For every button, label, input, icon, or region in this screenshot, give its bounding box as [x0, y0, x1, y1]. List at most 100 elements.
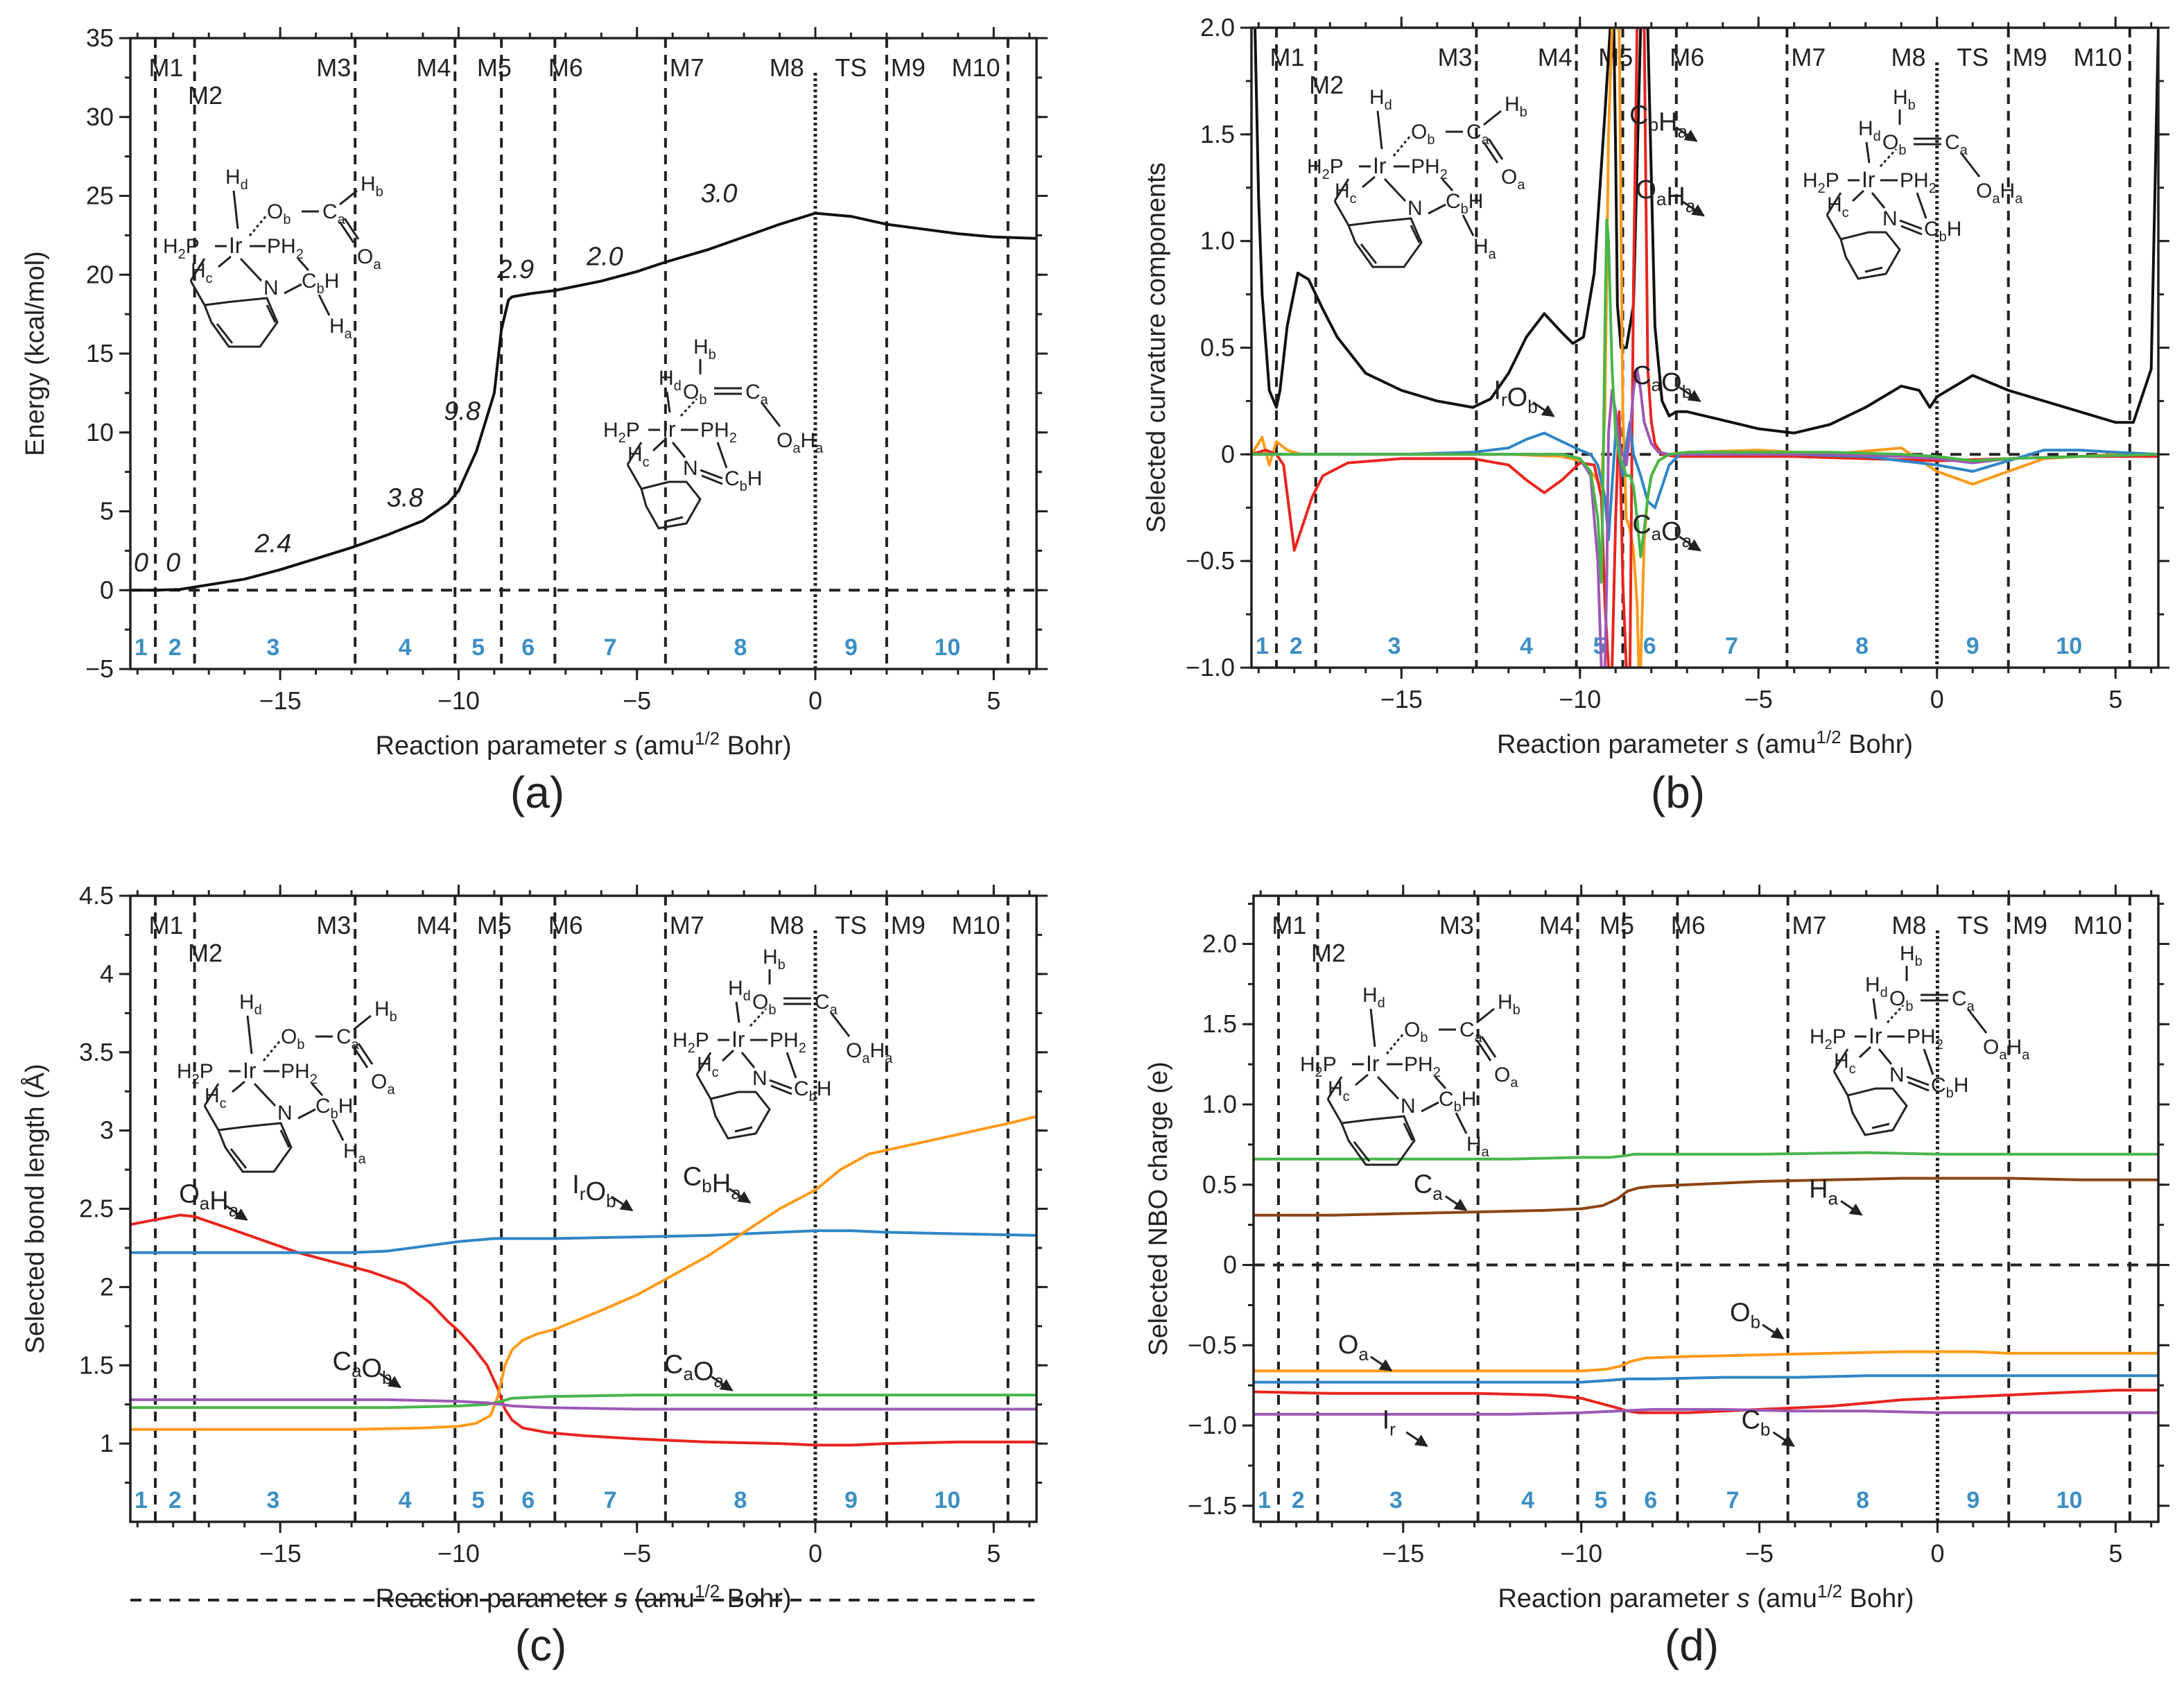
region-number: 1 [135, 1487, 148, 1513]
region-number: 9 [844, 1487, 858, 1513]
stationary-point-label: M8 [1891, 911, 1926, 939]
y-tick-label: 3.5 [79, 1038, 114, 1066]
x-axis-label: Reaction parameter s (amu1/2 Bohr) [375, 728, 791, 761]
y-tick-label: 0 [1221, 440, 1235, 468]
annotation-arrow [1840, 1200, 1863, 1216]
y-tick-label: 0 [100, 575, 114, 604]
annotation-label: OaHa [179, 1179, 239, 1220]
annotation-arrow [1532, 401, 1555, 417]
region-number: 1 [1256, 633, 1269, 659]
region-number: 8 [1856, 1487, 1869, 1513]
y-tick-label: 5 [100, 497, 114, 526]
annotation-label: 9.8 [444, 397, 480, 426]
stationary-point-label: M1 [1272, 911, 1306, 939]
stationary-point-label: M9 [891, 911, 926, 939]
stationary-point-label: M6 [548, 53, 583, 82]
y-axis-label: Selected bond length (Å) [19, 1064, 50, 1353]
region-number: 2 [1290, 633, 1303, 659]
region-number: 3 [266, 1487, 279, 1513]
stationary-point-label: M8 [770, 53, 804, 82]
annotation-arrow [1679, 535, 1701, 552]
region-number: 7 [1726, 1487, 1740, 1513]
annotation-arrow [379, 1372, 401, 1389]
stationary-point-label: M10 [2074, 911, 2122, 939]
x-tick-label: −10 [1560, 1539, 1602, 1568]
y-tick-label: 1.5 [1202, 1009, 1237, 1038]
y-tick-label: 2.5 [79, 1195, 114, 1223]
y-tick-label: 1.5 [79, 1351, 114, 1379]
stationary-point-label: M4 [416, 911, 451, 939]
annotation-label: OaHa [1636, 175, 1695, 216]
y-tick-label: 25 [86, 182, 114, 210]
region-number: 4 [399, 1487, 412, 1513]
region-number: 10 [934, 1487, 960, 1513]
stationary-point-label: M1 [148, 911, 183, 939]
y-tick-label: 35 [86, 24, 114, 52]
annotation-label: 3.8 [387, 484, 424, 513]
region-number: 1 [1258, 1487, 1271, 1513]
annotation-label: CaOb [1632, 361, 1692, 402]
x-tick-label: −10 [437, 686, 480, 715]
stationary-point-label: TS [835, 911, 867, 939]
region-number: 5 [471, 1487, 485, 1513]
x-tick-label: −15 [259, 686, 302, 715]
x-tick-label: 0 [808, 686, 822, 715]
stationary-point-label: M6 [1670, 43, 1704, 71]
x-axis-label: Reaction parameter s (amu1/2 Bohr) [1497, 727, 1913, 759]
series-line-oaha [1251, 28, 2158, 668]
stationary-point-label: M7 [1791, 43, 1826, 71]
stationary-point-label: M2 [1311, 939, 1346, 967]
panel-label-a: (a) [510, 767, 564, 817]
y-tick-label: 2.0 [1200, 13, 1235, 42]
stationary-point-label: M1 [1269, 43, 1304, 71]
stationary-point-label: M4 [416, 53, 451, 82]
y-tick-label: 1.0 [1200, 227, 1235, 255]
y-axis-label: Selected NBO charge (e) [1144, 1061, 1173, 1356]
y-tick-label: −0.5 [1188, 1330, 1237, 1359]
stationary-point-label: M1 [148, 53, 183, 82]
stationary-point-label: M5 [477, 53, 512, 82]
region-number: 9 [1966, 633, 1979, 659]
annotation-label: 2.0 [586, 243, 623, 272]
stationary-point-label: M3 [316, 53, 351, 82]
stationary-point-label: M10 [952, 911, 1000, 939]
annotation-label: IrOb [572, 1170, 616, 1211]
y-tick-label: 1.0 [1202, 1090, 1237, 1118]
x-tick-label: −15 [1380, 685, 1423, 713]
stationary-point-label: M4 [1538, 43, 1572, 71]
region-number: 7 [604, 1487, 617, 1513]
stationary-point-label: M9 [2013, 43, 2047, 71]
region-number: 4 [399, 634, 412, 661]
region-number: 7 [1725, 633, 1738, 659]
series-line-oa [1254, 1374, 2158, 1384]
annotation-arrow [1444, 1195, 1468, 1211]
x-tick-label: 0 [1930, 685, 1944, 713]
stationary-point-label: M2 [1309, 71, 1344, 99]
annotation-arrow [728, 1188, 752, 1204]
region-number: 6 [521, 1487, 535, 1513]
y-tick-label: −1.5 [1188, 1491, 1237, 1520]
stationary-point-label: TS [1957, 43, 1988, 71]
region-number: 8 [734, 1487, 747, 1513]
region-number: 2 [168, 634, 182, 661]
series-line-caoa [130, 1394, 1037, 1410]
y-axis-label: Selected curvature components [1142, 162, 1171, 532]
region-number: 7 [604, 634, 617, 661]
region-number: 5 [1594, 1487, 1607, 1513]
series-group [1251, 28, 2158, 668]
series-line-cb [1254, 1389, 2158, 1414]
stationary-point-label: M9 [2013, 911, 2047, 939]
y-tick-label: 4.5 [79, 881, 114, 910]
annotation-label: Ir [1383, 1406, 1396, 1440]
structure-reactant-b [1306, 85, 1529, 268]
annotation-label: Ha [1809, 1174, 1838, 1208]
y-tick-label: 20 [86, 260, 114, 288]
series-line-caoa [1251, 218, 2158, 584]
series-line-cbha [130, 1115, 1037, 1431]
annotation-label: Ob [1730, 1299, 1760, 1333]
structure-reactant-a [162, 164, 385, 348]
annotation-label: Ca [1414, 1170, 1443, 1204]
annotation-label: IrOb [1493, 376, 1537, 417]
